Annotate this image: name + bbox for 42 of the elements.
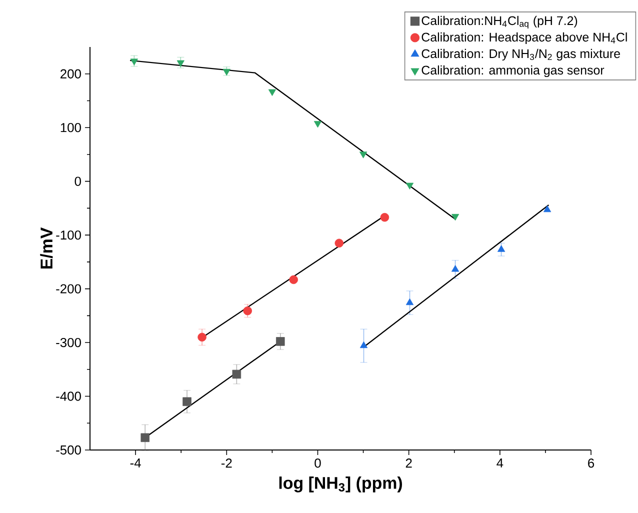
legend-label: Calibration: Headspace above NH$_{4}$Cl — [422, 32, 627, 44]
x-tick-label: -4 — [130, 458, 141, 468]
y-tick-label: 200 — [60, 69, 81, 78]
point — [360, 341, 368, 348]
y-tick-label: -500 — [56, 445, 81, 455]
point — [451, 214, 460, 221]
point — [232, 370, 242, 379]
point — [130, 58, 138, 66]
y-tick-label: -100 — [56, 230, 81, 240]
point — [359, 152, 368, 158]
point — [268, 89, 276, 96]
x-tick-label: 0 — [314, 458, 321, 468]
point — [406, 298, 414, 306]
y-axis-title: E/mV — [40, 227, 53, 269]
point — [198, 332, 206, 342]
point — [276, 337, 285, 346]
point — [243, 306, 252, 316]
point — [497, 245, 506, 252]
point — [334, 238, 344, 248]
point — [543, 205, 552, 212]
point — [176, 60, 184, 67]
legend-label: Calibration: Dry NH$_{3}$/N$_{2}$ gas mixture — [422, 48, 620, 61]
x-tick-label: -2 — [221, 458, 232, 468]
y-tick-label: 0 — [74, 176, 81, 186]
point — [380, 212, 390, 222]
point — [140, 433, 150, 442]
x-tick-label: 4 — [496, 458, 504, 468]
legend-label: Calibration: ammonia gas sensor — [422, 65, 604, 78]
point — [182, 397, 192, 406]
point — [222, 68, 230, 76]
y-tick-label: 100 — [60, 123, 81, 132]
point — [406, 182, 414, 190]
point — [289, 275, 298, 284]
point — [451, 265, 460, 272]
x-tick-label: 6 — [588, 458, 594, 468]
y-tick-label: -300 — [56, 338, 81, 348]
point — [314, 121, 322, 128]
y-tick-label: -400 — [56, 392, 81, 401]
x-tick-label: 2 — [406, 458, 412, 468]
legend-label: Calibration:NH$_{4}$Cl$_{aq}$ (pH 7.2) — [422, 16, 578, 29]
x-axis-title: log [NH$_{3}$] (ppm) — [279, 476, 402, 492]
y-tick-label: -200 — [56, 284, 81, 294]
